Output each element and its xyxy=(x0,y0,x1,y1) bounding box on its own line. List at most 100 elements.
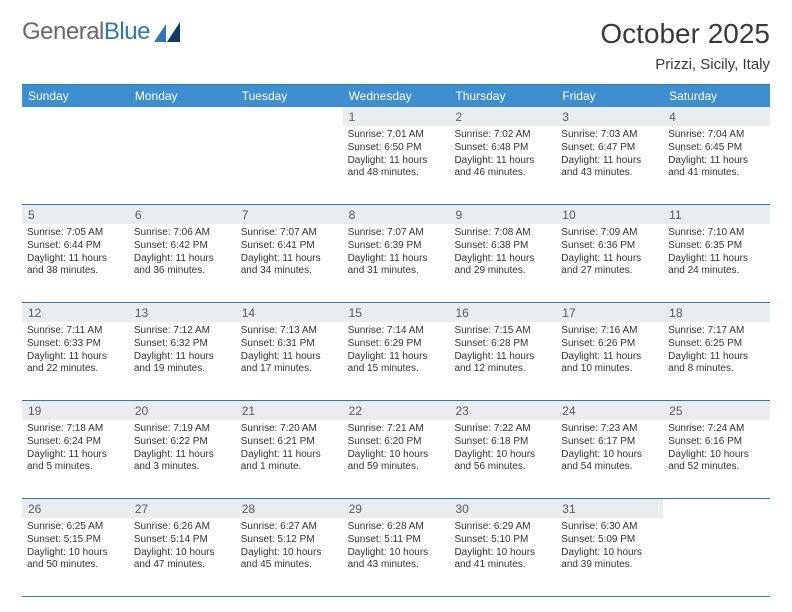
day-number xyxy=(663,499,770,518)
day2-line: and 45 minutes. xyxy=(241,559,338,572)
sunrise-line: Sunrise: 7:20 AM xyxy=(241,423,338,436)
week-row: Sunrise: 7:18 AMSunset: 6:24 PMDaylight:… xyxy=(22,420,770,498)
daynum-row: 12131415161718 xyxy=(22,302,770,322)
day-number: 23 xyxy=(449,401,556,420)
day-cell: Sunrise: 7:22 AMSunset: 6:18 PMDaylight:… xyxy=(449,420,556,498)
location-label: Prizzi, Sicily, Italy xyxy=(600,56,770,73)
sunset-line: Sunset: 5:12 PM xyxy=(241,534,338,547)
sunset-line: Sunset: 6:35 PM xyxy=(668,240,765,253)
day1-line: Daylight: 11 hours xyxy=(668,155,765,168)
day2-line: and 52 minutes. xyxy=(668,461,765,474)
day-number xyxy=(22,107,129,126)
day-header: Tuesday xyxy=(236,85,343,107)
sunrise-line: Sunrise: 6:26 AM xyxy=(134,521,231,534)
day-number: 1 xyxy=(343,107,450,126)
day2-line: and 46 minutes. xyxy=(454,167,551,180)
day2-line: and 41 minutes. xyxy=(668,167,765,180)
day2-line: and 43 minutes. xyxy=(348,559,445,572)
day-cell: Sunrise: 7:23 AMSunset: 6:17 PMDaylight:… xyxy=(556,420,663,498)
day2-line: and 22 minutes. xyxy=(27,363,124,376)
sunset-line: Sunset: 6:45 PM xyxy=(668,142,765,155)
day-number: 24 xyxy=(556,401,663,420)
day-cell: Sunrise: 7:03 AMSunset: 6:47 PMDaylight:… xyxy=(556,126,663,204)
sunrise-line: Sunrise: 7:02 AM xyxy=(454,129,551,142)
logo-sail-icon xyxy=(154,22,180,42)
sunset-line: Sunset: 5:14 PM xyxy=(134,534,231,547)
day-header: Friday xyxy=(556,85,663,107)
day1-line: Daylight: 10 hours xyxy=(241,547,338,560)
sunrise-line: Sunrise: 7:13 AM xyxy=(241,325,338,338)
day-number: 29 xyxy=(343,499,450,518)
sunrise-line: Sunrise: 7:22 AM xyxy=(454,423,551,436)
day1-line: Daylight: 11 hours xyxy=(241,351,338,364)
day-number: 31 xyxy=(556,499,663,518)
day-cell: Sunrise: 7:01 AMSunset: 6:50 PMDaylight:… xyxy=(343,126,450,204)
day-number: 10 xyxy=(556,205,663,224)
day-header: Sunday xyxy=(22,85,129,107)
daynum-row: 262728293031 xyxy=(22,498,770,518)
day-cell: Sunrise: 7:10 AMSunset: 6:35 PMDaylight:… xyxy=(663,224,770,302)
brand-logo: GeneralBlue xyxy=(22,18,180,46)
day-cell: Sunrise: 7:09 AMSunset: 6:36 PMDaylight:… xyxy=(556,224,663,302)
day1-line: Daylight: 11 hours xyxy=(241,449,338,462)
sunset-line: Sunset: 6:31 PM xyxy=(241,338,338,351)
day-number: 4 xyxy=(663,107,770,126)
day-cell: Sunrise: 7:20 AMSunset: 6:21 PMDaylight:… xyxy=(236,420,343,498)
day2-line: and 56 minutes. xyxy=(454,461,551,474)
day-cell: Sunrise: 7:08 AMSunset: 6:38 PMDaylight:… xyxy=(449,224,556,302)
day-number: 2 xyxy=(449,107,556,126)
sunrise-line: Sunrise: 7:14 AM xyxy=(348,325,445,338)
day-cell: Sunrise: 7:13 AMSunset: 6:31 PMDaylight:… xyxy=(236,322,343,400)
day2-line: and 17 minutes. xyxy=(241,363,338,376)
day-number: 20 xyxy=(129,401,236,420)
sunrise-line: Sunrise: 7:21 AM xyxy=(348,423,445,436)
day2-line: and 12 minutes. xyxy=(454,363,551,376)
sunrise-line: Sunrise: 7:03 AM xyxy=(561,129,658,142)
day-cell: Sunrise: 7:06 AMSunset: 6:42 PMDaylight:… xyxy=(129,224,236,302)
day-number: 22 xyxy=(343,401,450,420)
day1-line: Daylight: 11 hours xyxy=(454,253,551,266)
day-cell: Sunrise: 7:04 AMSunset: 6:45 PMDaylight:… xyxy=(663,126,770,204)
day-number: 5 xyxy=(22,205,129,224)
day-cell: Sunrise: 7:05 AMSunset: 6:44 PMDaylight:… xyxy=(22,224,129,302)
sunset-line: Sunset: 6:36 PM xyxy=(561,240,658,253)
sunset-line: Sunset: 5:09 PM xyxy=(561,534,658,547)
day-header-row: SundayMondayTuesdayWednesdayThursdayFrid… xyxy=(22,85,770,107)
week-row: Sunrise: 7:05 AMSunset: 6:44 PMDaylight:… xyxy=(22,224,770,302)
brand-part2: Blue xyxy=(104,18,150,46)
sunset-line: Sunset: 6:16 PM xyxy=(668,436,765,449)
day1-line: Daylight: 11 hours xyxy=(454,155,551,168)
day1-line: Daylight: 11 hours xyxy=(27,449,124,462)
brand-part1: General xyxy=(22,18,104,46)
day-cell xyxy=(236,126,343,204)
sunset-line: Sunset: 6:50 PM xyxy=(348,142,445,155)
day-cell: Sunrise: 7:16 AMSunset: 6:26 PMDaylight:… xyxy=(556,322,663,400)
day-cell xyxy=(22,126,129,204)
day-number: 12 xyxy=(22,303,129,322)
day2-line: and 19 minutes. xyxy=(134,363,231,376)
sunset-line: Sunset: 6:33 PM xyxy=(27,338,124,351)
day-cell: Sunrise: 6:28 AMSunset: 5:11 PMDaylight:… xyxy=(343,518,450,596)
day1-line: Daylight: 11 hours xyxy=(27,253,124,266)
sunrise-line: Sunrise: 7:01 AM xyxy=(348,129,445,142)
day-number: 30 xyxy=(449,499,556,518)
sunset-line: Sunset: 5:10 PM xyxy=(454,534,551,547)
month-title: October 2025 xyxy=(600,18,770,50)
sunrise-line: Sunrise: 7:04 AM xyxy=(668,129,765,142)
day1-line: Daylight: 11 hours xyxy=(561,155,658,168)
sunrise-line: Sunrise: 7:23 AM xyxy=(561,423,658,436)
day1-line: Daylight: 11 hours xyxy=(668,351,765,364)
sunset-line: Sunset: 6:22 PM xyxy=(134,436,231,449)
day-number: 21 xyxy=(236,401,343,420)
day1-line: Daylight: 10 hours xyxy=(348,547,445,560)
day-cell xyxy=(129,126,236,204)
week-row: Sunrise: 6:25 AMSunset: 5:15 PMDaylight:… xyxy=(22,518,770,596)
sunset-line: Sunset: 6:18 PM xyxy=(454,436,551,449)
day2-line: and 31 minutes. xyxy=(348,265,445,278)
day1-line: Daylight: 10 hours xyxy=(668,449,765,462)
sunset-line: Sunset: 6:44 PM xyxy=(27,240,124,253)
day-header: Saturday xyxy=(663,85,770,107)
daynum-row: 567891011 xyxy=(22,204,770,224)
sunrise-line: Sunrise: 7:07 AM xyxy=(241,227,338,240)
sunrise-line: Sunrise: 6:27 AM xyxy=(241,521,338,534)
